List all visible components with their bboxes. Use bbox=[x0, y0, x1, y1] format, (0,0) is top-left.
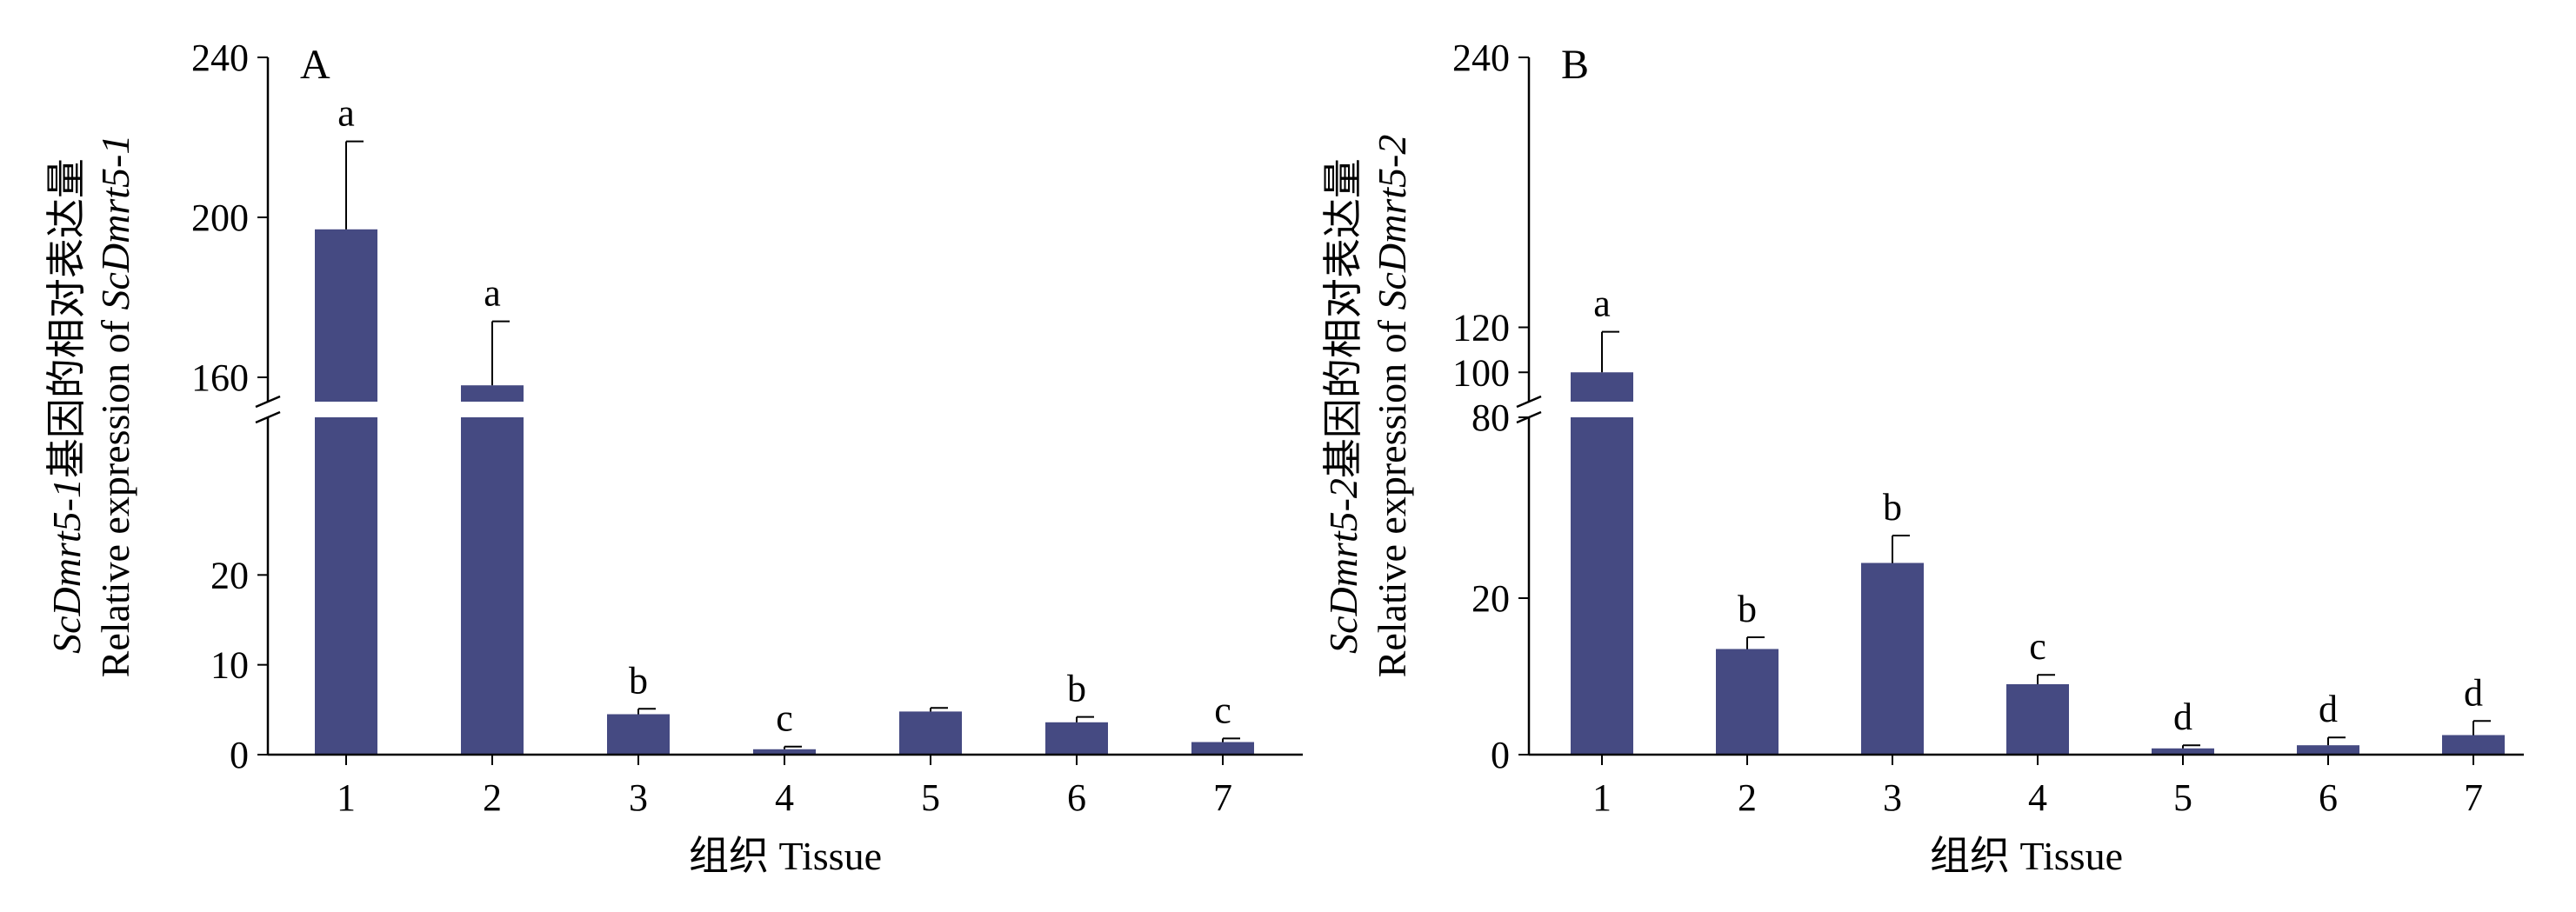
axis-break-gap bbox=[313, 402, 379, 417]
y-axis-label-gene: ScDmrt5-1 bbox=[44, 478, 89, 654]
bar bbox=[315, 229, 377, 755]
axis-break-gap bbox=[1569, 402, 1635, 417]
axis-break-mark bbox=[255, 410, 281, 424]
x-tick-label: 2 bbox=[1738, 776, 1757, 819]
axis-break-mark bbox=[255, 395, 281, 409]
y-tick-label: 0 bbox=[1491, 734, 1510, 776]
x-axis-label: 组织 Tissue bbox=[689, 834, 882, 878]
y-tick-label: 120 bbox=[1452, 307, 1510, 349]
x-tick-label: 5 bbox=[921, 776, 940, 819]
significance-letter: d bbox=[2319, 688, 2338, 730]
x-axis-label: 组织 Tissue bbox=[1930, 834, 2123, 878]
y-axis-label-line2: Relative expression of ScDmrt5-2 bbox=[1370, 135, 1414, 678]
bar bbox=[607, 714, 670, 755]
bar bbox=[1861, 563, 1924, 755]
significance-letter: b bbox=[1883, 486, 1902, 529]
bar bbox=[1045, 722, 1108, 755]
bar bbox=[1716, 649, 1779, 755]
bar bbox=[2006, 684, 2069, 755]
x-tick-label: 7 bbox=[1213, 776, 1232, 819]
x-tick-label: 5 bbox=[2173, 776, 2192, 819]
bar bbox=[899, 711, 962, 755]
x-tick-label: 1 bbox=[1592, 776, 1612, 819]
y-axis-label-suffix: 基因的相对表达量 bbox=[44, 158, 89, 478]
y-tick-label: 100 bbox=[1452, 351, 1510, 394]
bar bbox=[1571, 372, 1633, 755]
significance-letter: d bbox=[2173, 696, 2192, 738]
bar bbox=[753, 749, 816, 755]
bar bbox=[1191, 742, 1254, 755]
significance-letter: c bbox=[776, 697, 793, 740]
y-tick-label: 10 bbox=[210, 644, 249, 687]
y-axis-label-suffix: 基因的相对表达量 bbox=[1321, 158, 1365, 478]
x-tick-label: 4 bbox=[775, 776, 794, 819]
significance-letter: c bbox=[2029, 625, 2046, 668]
y-axis-label-line2: Relative expression of ScDmrt5-1 bbox=[93, 135, 137, 678]
significance-letter: a bbox=[337, 92, 355, 135]
x-tick-label: 6 bbox=[2319, 776, 2338, 819]
x-tick-label: 3 bbox=[629, 776, 648, 819]
x-tick-label: 6 bbox=[1067, 776, 1086, 819]
y-tick-label: 0 bbox=[230, 734, 249, 776]
x-tick-label: 3 bbox=[1883, 776, 1902, 819]
y-tick-label: 20 bbox=[210, 554, 249, 596]
y-axis-label-gene: ScDmrt5-1 bbox=[93, 135, 137, 310]
bar bbox=[2297, 745, 2359, 755]
significance-letter: d bbox=[2464, 671, 2483, 714]
panel-label: B bbox=[1561, 42, 1589, 88]
y-tick-label: 200 bbox=[191, 196, 249, 239]
axis-break-mark bbox=[1516, 395, 1542, 409]
x-tick-label: 4 bbox=[2028, 776, 2047, 819]
y-tick-label: 240 bbox=[1452, 37, 1510, 79]
panel-label: A bbox=[300, 42, 330, 88]
y-tick-label: 20 bbox=[1472, 577, 1510, 620]
y-axis-label-gene: ScDmrt5-2 bbox=[1321, 478, 1365, 654]
y-axis-label-prefix: Relative expression of bbox=[93, 310, 137, 678]
significance-letter: c bbox=[1214, 689, 1231, 731]
significance-letter: a bbox=[484, 272, 501, 315]
y-axis-label-line1: ScDmrt5-2基因的相对表达量 bbox=[1321, 158, 1365, 654]
significance-letter: b bbox=[1067, 668, 1086, 710]
x-tick-label: 7 bbox=[2464, 776, 2483, 819]
bar bbox=[461, 385, 524, 755]
x-tick-label: 2 bbox=[483, 776, 502, 819]
axis-break-gap bbox=[459, 402, 525, 417]
y-tick-label: 160 bbox=[191, 356, 249, 399]
y-tick-label: 240 bbox=[191, 37, 249, 79]
significance-letter: a bbox=[1593, 283, 1611, 325]
panel-a: a 1 a 2 b 3 c 4 5 b 6 c 7 0 10 20 160 200 240 A 组织 Tissue ScD… bbox=[44, 37, 1303, 878]
significance-letter: b bbox=[1738, 588, 1757, 630]
y-axis-label-gene: ScDmrt5-2 bbox=[1370, 135, 1414, 310]
x-tick-label: 1 bbox=[337, 776, 356, 819]
y-axis-label-line1: ScDmrt5-1基因的相对表达量 bbox=[44, 158, 89, 654]
y-tick-label: 80 bbox=[1472, 396, 1510, 439]
bar bbox=[2442, 735, 2505, 755]
significance-letter: b bbox=[629, 659, 648, 702]
bar bbox=[2152, 748, 2214, 755]
y-axis-label-prefix: Relative expression of bbox=[1370, 310, 1414, 678]
